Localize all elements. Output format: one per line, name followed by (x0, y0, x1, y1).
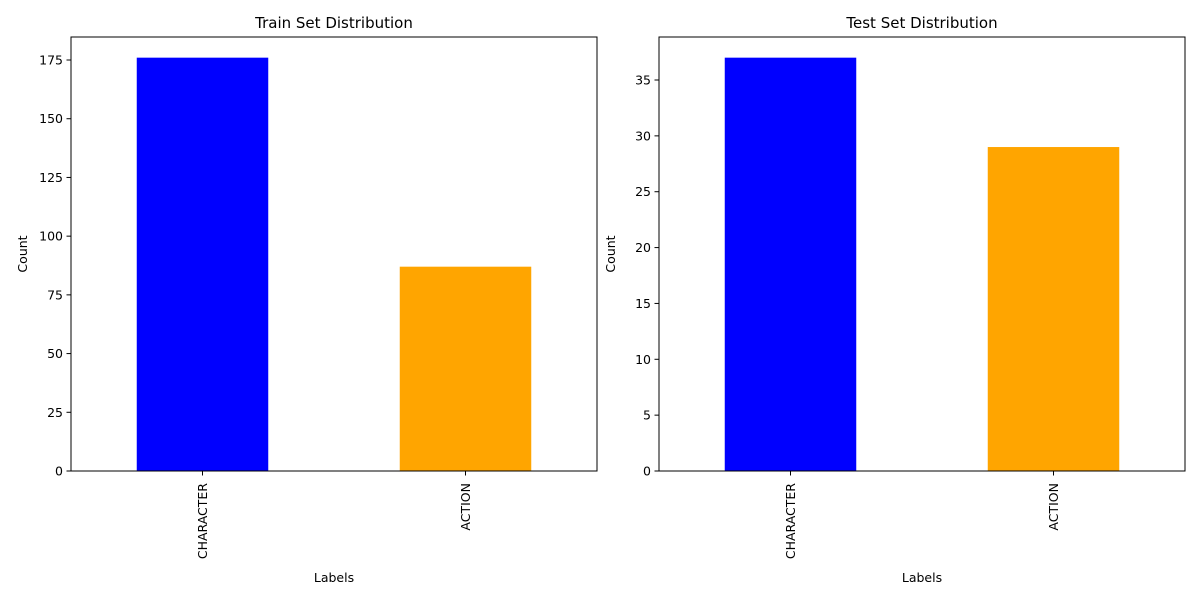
y-tick-label: 0 (643, 464, 651, 479)
bar-action (399, 266, 532, 471)
y-tick-label: 30 (635, 128, 651, 143)
x-tick-label: ACTION (1046, 483, 1061, 531)
x-tick-label: ACTION (458, 483, 473, 531)
plot-frame (658, 36, 1186, 472)
y-tick-label: 15 (635, 296, 651, 311)
y-axis-label: Count (15, 235, 30, 272)
y-tick-label: 50 (47, 346, 63, 361)
y-tick-label: 150 (39, 111, 63, 126)
x-tick-label: CHARACTER (195, 483, 210, 559)
y-tick-label: 75 (47, 287, 63, 302)
y-tick-label: 35 (635, 73, 651, 88)
y-tick-label: 0 (55, 464, 63, 479)
x-tick-label: CHARACTER (783, 483, 798, 559)
y-tick-label: 25 (635, 184, 651, 199)
chart-panel-1: 0 25 50 75 100 125 150 175 CHARACTER ACTION Train … (15, 14, 598, 585)
y-tick-label: 100 (39, 229, 63, 244)
y-tick-label: 5 (643, 408, 651, 423)
chart-title: Train Set Distribution (254, 14, 413, 32)
y-tick-label: 25 (47, 405, 63, 420)
y-tick-label: 125 (39, 170, 63, 185)
bar-action (987, 147, 1120, 471)
plot-frame (70, 36, 598, 472)
x-axis-label: Labels (314, 570, 354, 585)
x-axis-label: Labels (902, 570, 942, 585)
y-tick-label: 10 (635, 352, 651, 367)
bar-character (136, 57, 269, 472)
y-tick-label: 20 (635, 240, 651, 255)
y-axis-label: Count (603, 235, 618, 272)
bar-character (724, 57, 857, 472)
chart-panel-2: 0 5 10 15 20 25 30 35 CHARACTER ACTION Test Set Di… (603, 14, 1186, 585)
chart-title: Test Set Distribution (845, 14, 997, 32)
y-tick-label: 175 (39, 53, 63, 68)
